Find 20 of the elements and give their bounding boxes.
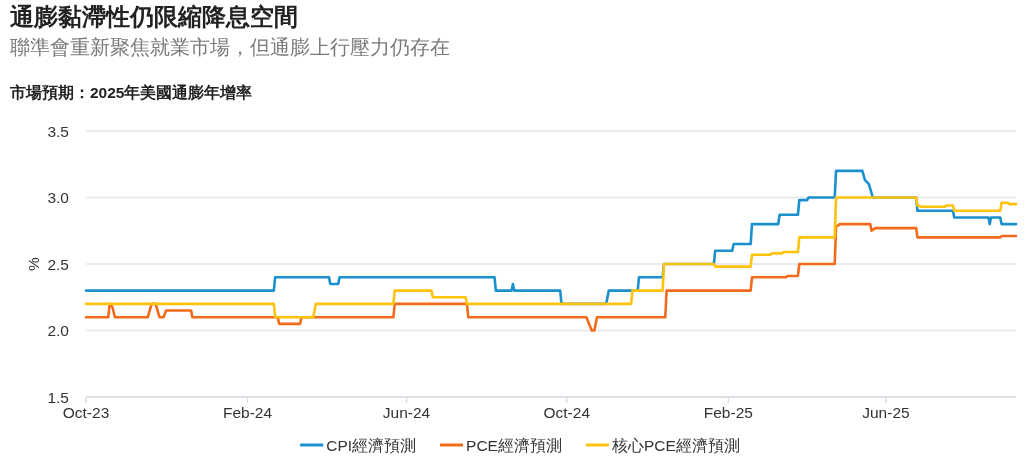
x-tick-label: Jun-24 [382, 404, 431, 421]
x-tick-label: Oct-24 [543, 404, 591, 421]
line-series [84, 222, 1018, 332]
y-tick-label: 1.5 [47, 388, 69, 406]
y-tick-label: 3.5 [47, 122, 69, 140]
y-axis-title: % [25, 256, 42, 271]
x-tick-label: Feb-24 [223, 404, 273, 421]
chart-subtitle: 聯準會重新聚焦就業市場，但通膨上行壓力仍存在 [10, 36, 450, 58]
y-tick-label: 3.0 [47, 189, 70, 206]
y-tick-label: 2.5 [47, 255, 69, 273]
x-tick-label: Feb-25 [703, 404, 753, 421]
text: 市場預期：2025年美國通膨年增率 [9, 83, 253, 102]
y-tick-label: 2.0 [47, 322, 70, 339]
legend-label: 核心PCE經濟預測 [610, 436, 740, 454]
chart-title: 通膨黏滯性仍限縮降息空間 [9, 3, 298, 30]
legend-label: CPI經濟預測 [326, 436, 417, 454]
x-tick-label: Jun-25 [862, 404, 910, 421]
line-series [84, 196, 1018, 319]
x-tick-label: Oct-23 [62, 404, 110, 421]
legend-label: PCE經濟預測 [466, 436, 562, 454]
